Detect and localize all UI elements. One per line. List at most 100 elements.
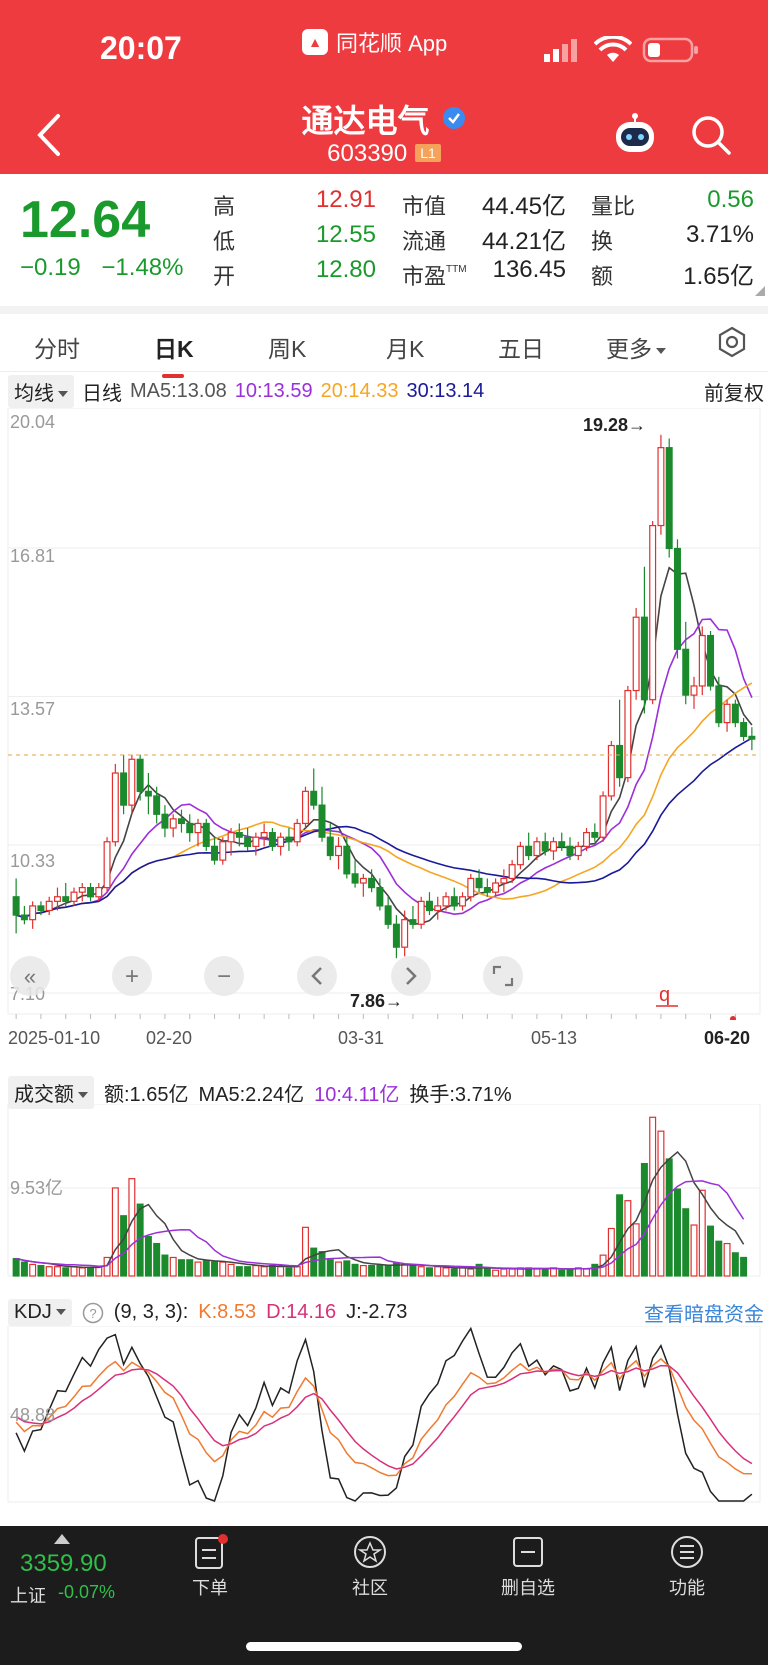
candle-body — [434, 905, 442, 912]
tab-daily-k[interactable]: 日K — [154, 336, 194, 362]
candle-body — [161, 813, 169, 829]
volume-bar — [70, 1266, 78, 1277]
open-value: 12.80 — [315, 256, 376, 283]
candle-body — [566, 845, 574, 857]
volume-bar — [450, 1268, 458, 1277]
volume-bar — [285, 1267, 293, 1277]
volume-bar — [640, 1163, 648, 1277]
index-value[interactable]: 3359.90 — [20, 1550, 107, 1577]
candle-body — [136, 758, 144, 792]
volume-bar — [417, 1266, 425, 1277]
home-indicator — [246, 1642, 522, 1651]
ma30-line — [15, 737, 753, 919]
kline-candles — [12, 434, 756, 959]
top-header: 20:07 ▲ 同花顺 App 通达电气 — [0, 0, 768, 174]
low-label: 低 — [213, 229, 236, 254]
robot-assistant-icon[interactable] — [612, 112, 658, 158]
search-icon[interactable] — [690, 114, 732, 156]
candle-body — [120, 772, 128, 806]
pe-label: 市盈TTM — [402, 259, 467, 291]
candle-body — [37, 905, 45, 912]
tab-weekly-k[interactable]: 周K — [268, 336, 307, 362]
nav-community[interactable]: 社区 — [320, 1534, 420, 1600]
candle-body — [483, 886, 491, 893]
candle-body — [740, 722, 748, 737]
volume-bar — [120, 1215, 128, 1277]
candle-body — [293, 822, 301, 843]
nav-community-label: 社区 — [352, 1578, 388, 1598]
candle-body — [459, 896, 467, 907]
volume-bars — [12, 1116, 748, 1277]
candle-body — [541, 841, 549, 852]
volume-bar — [53, 1266, 61, 1277]
svg-text:−: − — [217, 963, 231, 990]
kdj-selector[interactable]: KDJ — [8, 1299, 72, 1326]
candle-body — [359, 877, 367, 884]
app-badge[interactable]: ▲ 同花顺 App — [302, 26, 447, 58]
volume-bar — [45, 1266, 53, 1277]
candle-body — [268, 832, 276, 847]
ma5-value: MA5:13.08 — [130, 379, 227, 402]
app-name: 同花顺 App — [336, 31, 448, 56]
jump-start-button[interactable]: « — [10, 956, 50, 996]
nav-remove-watchlist[interactable]: 删自选 — [478, 1534, 578, 1600]
volume-bar — [649, 1116, 657, 1277]
kdj-j: J:-2.73 — [346, 1301, 408, 1323]
tab-more[interactable]: 更多 — [606, 330, 666, 364]
indicator-selector[interactable]: 均线 — [8, 374, 74, 408]
volume-bar — [723, 1242, 731, 1277]
dark-pool-link[interactable]: 查看暗盘资金 — [644, 1304, 764, 1326]
volume-bar — [616, 1194, 624, 1277]
fullscreen-button[interactable] — [483, 956, 523, 996]
candle-body — [111, 772, 119, 843]
candle-body — [442, 896, 450, 907]
help-icon[interactable]: ? — [82, 1302, 104, 1324]
zoom-in-button[interactable]: + — [112, 956, 152, 996]
mktcap-label: 市值 — [402, 194, 447, 219]
back-button[interactable] — [32, 110, 68, 160]
candle-body — [508, 864, 516, 880]
nav-functions-label: 功能 — [669, 1578, 705, 1598]
volume-bar — [169, 1256, 177, 1277]
ma10-line — [15, 618, 753, 919]
candle-body — [301, 790, 309, 825]
candle-body — [673, 547, 681, 650]
settings-hex-icon[interactable] — [716, 326, 748, 358]
candle-body — [29, 905, 37, 921]
date-label: 02-20 — [146, 1028, 193, 1048]
scroll-left-button[interactable] — [297, 956, 337, 996]
volume-bar — [351, 1263, 359, 1277]
kdj-chart[interactable]: 48.88 — [0, 1326, 768, 1506]
adjust-mode[interactable]: 前复权 — [704, 382, 764, 405]
volume-bar — [235, 1266, 243, 1277]
zoom-out-button[interactable]: − — [204, 956, 244, 996]
volratio-label: 量比 — [591, 194, 636, 219]
nav-order[interactable]: 下单 — [160, 1534, 260, 1600]
candle-body — [475, 877, 483, 889]
price-change: −0.19 −1.48% — [20, 254, 183, 282]
volume-bar — [161, 1254, 169, 1277]
volume-bar — [392, 1262, 400, 1277]
volume-bar — [442, 1267, 450, 1277]
candle-body — [252, 836, 260, 847]
tab-intraday[interactable]: 分时 — [34, 336, 80, 362]
candle-body — [525, 845, 533, 857]
volume-bar — [111, 1187, 119, 1277]
expand-corner-icon[interactable] — [755, 286, 765, 296]
tab-monthly-k[interactable]: 月K — [386, 336, 425, 362]
scroll-right-button[interactable] — [391, 956, 431, 996]
nav-functions[interactable]: 功能 — [637, 1534, 737, 1600]
kdj-y-label: 48.88 — [10, 1405, 55, 1425]
kdj-d: D:14.16 — [266, 1301, 337, 1323]
tab-five-day[interactable]: 五日 — [498, 336, 544, 362]
volume-bar — [632, 1223, 640, 1277]
chart-nav-controls: « + − — [10, 956, 523, 996]
volume-chart[interactable]: 9.53亿 — [0, 1104, 768, 1280]
volume-y-label: 9.53亿 — [10, 1178, 63, 1198]
kdj-k-line — [15, 1357, 752, 1477]
candle-body — [260, 832, 268, 838]
volume-bar — [194, 1261, 202, 1277]
candle-body — [682, 648, 690, 696]
kdj-j-line — [15, 1326, 753, 1502]
kline-chart[interactable]: 20.04 16.81 13.57 10.33 7.10 19.28→ 7.86… — [0, 408, 768, 1020]
